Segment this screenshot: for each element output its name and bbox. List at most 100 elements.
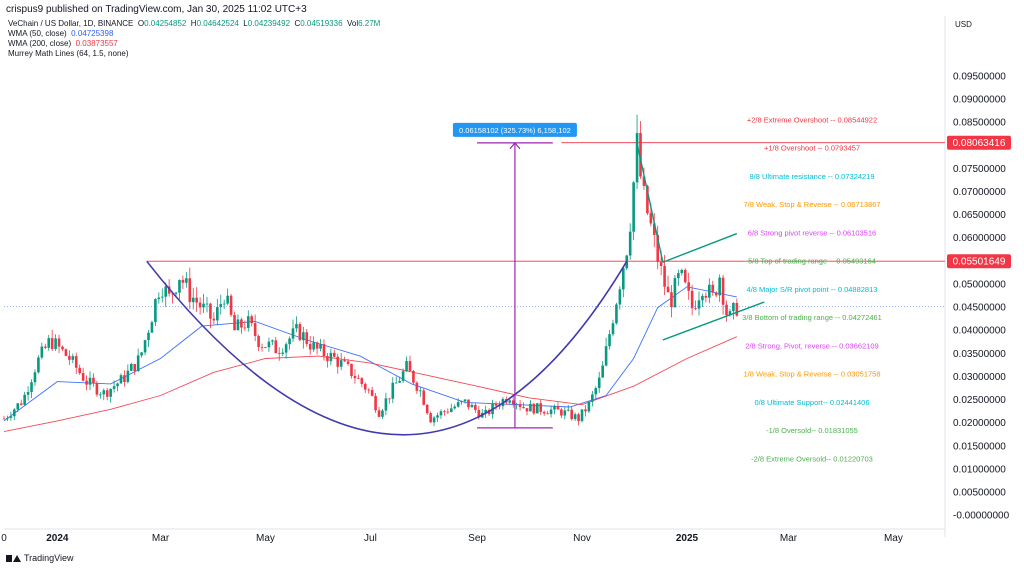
candle-body [174, 292, 178, 294]
candle-body [704, 295, 708, 298]
x-tick-label: Jul [364, 533, 377, 544]
candle-body [23, 394, 26, 405]
candle-body [13, 409, 16, 417]
channel-lower-line [662, 301, 765, 341]
candle-body [343, 360, 346, 362]
candle-body [563, 410, 567, 416]
legend-wma200-row[interactable]: WMA (200, close) 0.03873557 [8, 39, 380, 49]
candle-body [81, 373, 85, 381]
candle-body [412, 370, 415, 383]
legend-l-label: L [243, 19, 248, 28]
candle-body [302, 332, 305, 341]
candle-body [456, 402, 460, 407]
candle-body [360, 378, 364, 384]
candle-body [50, 338, 54, 349]
tradingview-logo-icon [6, 554, 21, 563]
legend-wma50-row[interactable]: WMA (50, close) 0.04725398 [8, 29, 380, 39]
y-tick-label: 0.09500000 [953, 71, 1006, 82]
candle-body [136, 355, 140, 372]
candle-body [663, 265, 666, 287]
footer-brand[interactable]: TradingView [6, 553, 74, 563]
candle-body [226, 295, 229, 304]
candle-body [133, 364, 137, 372]
candle-body [591, 394, 594, 402]
candle-body [628, 231, 632, 256]
legend-murrey-label: Murrey Math Lines (64, 1.5, none) [8, 49, 129, 58]
legend-wma50-value: 0.04725398 [71, 29, 114, 38]
candle-body [542, 411, 546, 414]
candle-body [725, 304, 728, 316]
candle-body [384, 398, 388, 411]
legend-murrey-row[interactable]: Murrey Math Lines (64, 1.5, none) [8, 49, 380, 59]
candle-body [398, 380, 401, 383]
murrey-line-label: 2/8 Strong, Pivot, reverse -- 0.03662109 [745, 341, 878, 350]
candle-body [284, 344, 288, 353]
murrey-line-label: 5/8 Top of trading range -- 0.05493164 [748, 257, 876, 266]
candle-body [105, 390, 109, 397]
candle-body [608, 334, 611, 347]
murrey-line-label: 3/8 Bottom of trading range -- 0.0427246… [742, 313, 882, 322]
legend-o-value: 0.04254852 [144, 19, 187, 28]
candle-body [57, 338, 61, 347]
murrey-line-label: 7/8 Weak, Stop & Reverse -- 0.06713867 [743, 200, 880, 209]
candle-body [357, 378, 360, 379]
x-tick-label: Nov [573, 533, 591, 544]
candle-body [188, 278, 192, 303]
price-tag-label: 0.08063416 [953, 138, 1006, 149]
candle-body [260, 346, 264, 348]
y-tick-label: 0.03500000 [953, 349, 1006, 360]
candle-body [652, 223, 656, 235]
candle-body [711, 284, 715, 293]
candle-body [446, 411, 450, 413]
y-tick-label: 0.01000000 [953, 464, 1006, 475]
candle-body [728, 311, 732, 316]
candle-body [436, 415, 439, 418]
candle-body [88, 377, 92, 385]
candle-body [529, 403, 532, 412]
y-tick-label: 0.04000000 [953, 326, 1006, 337]
candle-body [181, 279, 185, 283]
candle-body [353, 376, 357, 379]
candle-body [649, 213, 653, 224]
candle-body [467, 399, 470, 408]
candle-body [253, 323, 257, 336]
candle-body [518, 404, 522, 408]
candle-body [394, 382, 398, 384]
candle-body [732, 302, 735, 312]
candle-body [535, 403, 539, 414]
candle-body [160, 296, 164, 298]
y-tick-label: 0.07000000 [953, 187, 1006, 198]
candle-body [291, 328, 295, 339]
candle-body [209, 303, 212, 319]
candle-body [439, 411, 443, 416]
candle-body [673, 278, 677, 308]
candle-body [646, 185, 649, 214]
candle-body [584, 409, 587, 412]
candle-body [178, 279, 181, 293]
y-tick-label: 0.05000000 [953, 279, 1006, 290]
measure-label: 0.06158102 (325.73%) 6,158,102 [459, 126, 571, 135]
candle-body [312, 342, 315, 350]
candle-body [74, 356, 78, 368]
y-tick-label: 0.01500000 [953, 441, 1006, 452]
candle-body [112, 386, 116, 389]
candle-body [374, 395, 377, 411]
legend-symbol[interactable]: VeChain / US Dollar, 1D, BINANCE [8, 19, 134, 28]
candle-body [319, 344, 322, 349]
legend-c-label: C [294, 19, 301, 28]
candle-body [683, 269, 687, 283]
candle-body [123, 375, 126, 382]
candle-body [71, 356, 75, 360]
y-tick-label: 0.09000000 [953, 94, 1006, 105]
candle-body [308, 343, 312, 350]
published-line: crispus9 published on TradingView.com, J… [6, 4, 307, 15]
candle-body [298, 324, 302, 341]
candle-body [167, 286, 171, 294]
candle-body [701, 295, 704, 301]
murrey-line-label: -1/8 Oversold-- 0.01831055 [766, 426, 858, 435]
candle-body [271, 340, 274, 342]
candle-body [690, 290, 694, 309]
candle-body [205, 303, 209, 305]
candle-body [154, 299, 157, 323]
